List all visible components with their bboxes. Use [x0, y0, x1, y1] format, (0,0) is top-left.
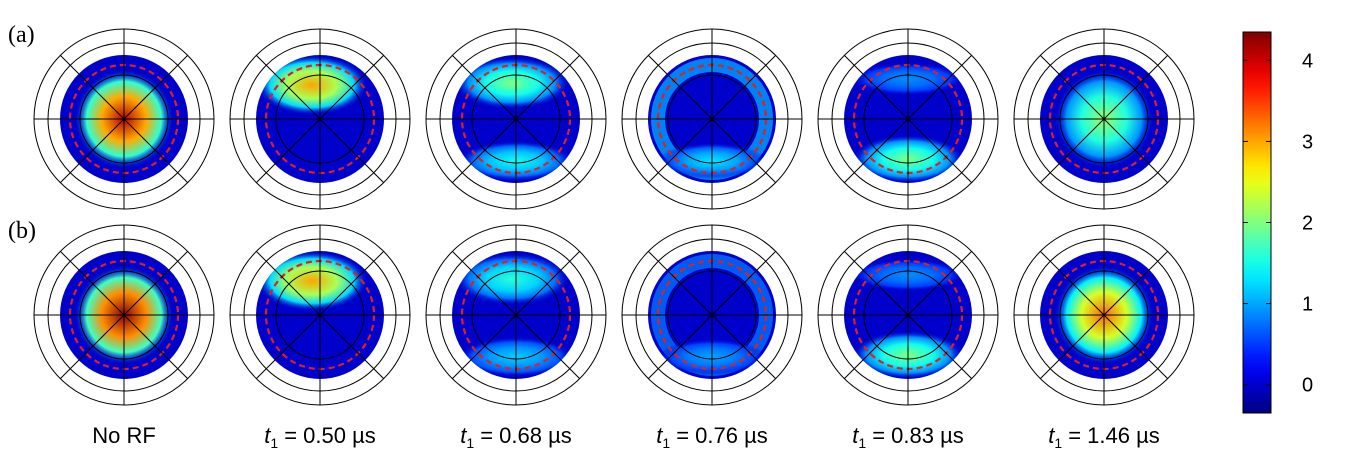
polar-panel-b-2: [229, 224, 411, 406]
polar-panel-a-6: [1013, 28, 1195, 210]
intensity-lobe: [454, 57, 570, 109]
polar-panel-b-1: [33, 224, 215, 406]
polar-panel-a-2: [229, 28, 411, 210]
column-label-5: t1 = 0.83 µs: [852, 423, 964, 451]
polar-spoke: [256, 251, 384, 379]
colorbar-tick-label: 0: [1302, 375, 1313, 397]
intensity-lobe: [256, 55, 368, 115]
column-label-2: t1 = 0.50 µs: [264, 423, 376, 451]
polar-panel-a-1: [33, 28, 215, 210]
polar-panels: [33, 28, 1195, 406]
polar-panel-b-3: [425, 224, 607, 406]
polar-spoke: [844, 251, 972, 379]
polar-spoke: [1040, 251, 1168, 379]
time-subscript: 1: [466, 435, 474, 451]
polar-spoke: [452, 55, 580, 183]
polar-spoke: [648, 55, 776, 183]
time-value: = 0.50 µs: [278, 423, 376, 448]
colorbar-tick-label: 4: [1302, 50, 1313, 72]
time-subscript: 1: [858, 435, 866, 451]
time-symbol: t: [852, 423, 859, 448]
time-value: = 0.68 µs: [474, 423, 572, 448]
polar-spoke: [844, 55, 972, 183]
polar-spoke: [60, 55, 188, 183]
polar-spoke: [1040, 55, 1168, 183]
time-symbol: t: [1048, 423, 1055, 448]
time-symbol: t: [460, 423, 467, 448]
colorbar: 0 1 2 3 4: [1242, 31, 1313, 414]
column-label-1: No RF: [92, 423, 156, 448]
row-label-b: (b): [8, 218, 36, 244]
polar-panel-a-3: [425, 28, 607, 210]
polar-panel-a-4: [621, 28, 803, 210]
colorbar-tick-label: 2: [1302, 213, 1313, 235]
polar-spoke: [256, 55, 384, 183]
time-value: = 1.46 µs: [1062, 423, 1160, 448]
column-label-4: t1 = 0.76 µs: [656, 423, 768, 451]
time-subscript: 1: [1054, 435, 1062, 451]
polar-spoke: [648, 251, 776, 379]
polar-panel-b-6: [1013, 224, 1195, 406]
polar-panel-b-4: [621, 224, 803, 406]
column-label-3: t1 = 0.68 µs: [460, 423, 572, 451]
time-symbol: t: [656, 423, 663, 448]
time-value: = 0.83 µs: [866, 423, 964, 448]
time-subscript: 1: [662, 435, 670, 451]
polar-spoke: [60, 251, 188, 379]
intensity-lobe: [454, 253, 570, 305]
colorbar-tick-label: 1: [1302, 294, 1313, 316]
colorbar-ticks: 0 1 2 3 4: [1243, 50, 1313, 397]
time-subscript: 1: [270, 435, 278, 451]
polar-panel-a-5: [817, 28, 999, 210]
row-label-a: (a): [8, 22, 35, 48]
column-label-6: t1 = 1.46 µs: [1048, 423, 1160, 451]
colorbar-tick-label: 3: [1302, 131, 1313, 153]
polar-panel-b-5: [817, 224, 999, 406]
polar-spoke: [452, 251, 580, 379]
intensity-lobe: [256, 251, 368, 311]
time-symbol: t: [264, 423, 271, 448]
time-value: = 0.76 µs: [670, 423, 768, 448]
column-label-text: No RF: [92, 423, 156, 448]
column-labels: No RF t1 = 0.50 µs t1 = 0.68 µs t1 = 0.76 µ…: [92, 423, 1160, 451]
